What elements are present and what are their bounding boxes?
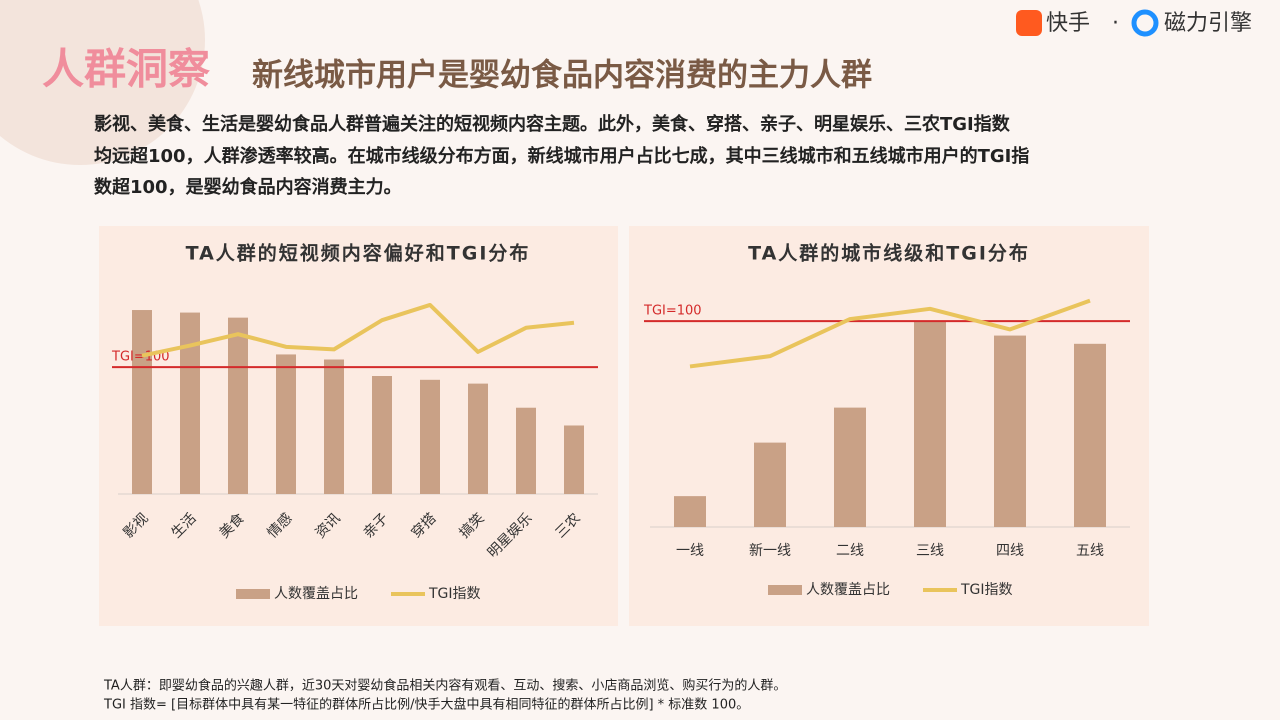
panel xyxy=(629,226,1149,626)
line xyxy=(689,298,1091,369)
legend-swatch xyxy=(768,585,802,595)
logo-text: 快手 xyxy=(1046,11,1090,36)
logo-icon xyxy=(1131,9,1159,37)
x-tick-label: 四线 xyxy=(996,543,1024,559)
footnote: TGI 指数= [目标群体中具有某一特征的群体所占比例/快手大盘中具有相同特征的… xyxy=(103,697,749,713)
x-tick-label: 二线 xyxy=(836,543,864,559)
legend-label: TGI指数 xyxy=(960,582,1013,598)
subtitle: 新线城市用户是婴幼食品内容消费的主力人群 xyxy=(252,58,872,94)
chart-title: TA人群的城市线级和TGI分布 xyxy=(748,242,1030,265)
bar xyxy=(372,376,392,494)
logo-sep: · xyxy=(1112,11,1119,36)
x-tick-label: 三线 xyxy=(916,543,944,559)
legend-label: 人数覆盖占比 xyxy=(274,586,358,602)
body-line: 数超100，是婴幼食品内容消费主力。 xyxy=(94,176,402,198)
title: 人群洞察 xyxy=(42,45,210,94)
bar xyxy=(228,317,248,494)
bar xyxy=(1074,343,1106,527)
x-tick-label: 新一线 xyxy=(749,543,791,559)
footnote: TA人群：即婴幼食品的兴趣人群，近30天对婴幼食品相关内容有观看、互动、搜索、小… xyxy=(103,678,786,694)
reference-label: TGI=100 xyxy=(643,304,702,319)
bar xyxy=(516,407,536,494)
bar xyxy=(132,310,152,494)
logo-icon xyxy=(1016,10,1042,36)
chart-title: TA人群的短视频内容偏好和TGI分布 xyxy=(186,242,531,265)
legend-label: TGI指数 xyxy=(428,586,481,602)
bar xyxy=(324,359,344,494)
line xyxy=(141,302,575,358)
bar xyxy=(276,354,296,494)
bar xyxy=(674,496,706,527)
bar xyxy=(994,335,1026,527)
legend-label: 人数覆盖占比 xyxy=(806,582,890,598)
bar xyxy=(914,321,946,527)
panel xyxy=(99,226,618,626)
bar xyxy=(754,442,786,527)
decor-circle xyxy=(0,0,205,165)
bar xyxy=(468,383,488,494)
x-tick-label: 一线 xyxy=(676,543,704,559)
bar xyxy=(180,312,200,494)
bar xyxy=(834,407,866,527)
body-line: 影视、美食、生活是婴幼食品人群普遍关注的短视频内容主题。此外，美食、穿搭、亲子、… xyxy=(94,113,1011,135)
bar xyxy=(420,379,440,494)
legend-swatch xyxy=(236,589,270,599)
logo-text: 磁力引擎 xyxy=(1164,11,1252,36)
x-tick-label: 五线 xyxy=(1076,543,1104,559)
body-line: 均远超100，人群渗透率较高。在城市线级分布方面，新线城市用户占比七成，其中三线… xyxy=(94,145,1029,167)
bar xyxy=(564,425,584,494)
